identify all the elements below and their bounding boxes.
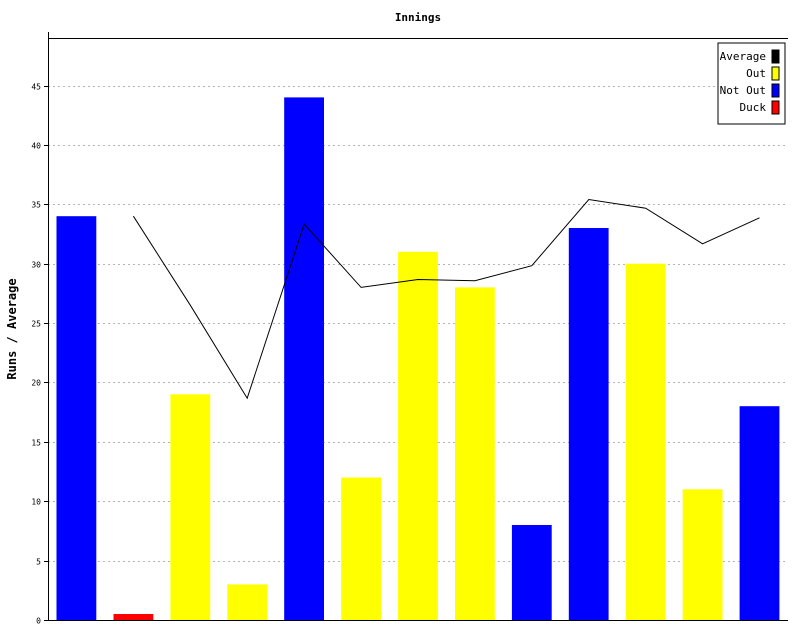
average-line [132,198,760,400]
legend-swatch [771,83,780,98]
bar-not-out [56,216,97,620]
bar-duck [113,614,154,620]
bar-out [682,489,723,620]
chart-title: Innings [395,11,441,24]
y-tick-label: 5 [36,558,41,567]
legend-label: Average [720,50,766,63]
legend-swatch [771,66,780,81]
legend-label: Not Out [720,84,766,97]
y-tick-label: 45 [31,83,41,92]
bar-out [455,287,495,620]
y-tick-label: 10 [31,498,41,507]
legend-swatch [771,100,780,115]
legend-label: Out [746,67,766,80]
legend-label: Duck [740,101,767,114]
bar-out [227,584,268,620]
y-tick-label: 20 [31,379,41,388]
y-tick-label: 35 [31,201,41,210]
y-tick-label: 15 [31,439,41,448]
bar-out [625,263,666,620]
bar-out [170,394,211,620]
bar-not-out [568,228,609,620]
y-tick-label: 25 [31,320,41,329]
y-tick-label: 40 [31,142,41,151]
average-line-layer [132,198,760,400]
legend: Average Out Not Out Duck [717,42,786,125]
bar-not-out [511,525,552,620]
axes [48,32,788,621]
bar-out [341,477,381,620]
y-tick-label: 0 [36,617,41,626]
bar-not-out [739,406,780,620]
y-tick-labels: 0 5 10 15 20 25 30 35 40 45 [31,83,48,626]
bar-out [398,251,438,621]
bar-not-out [284,97,324,620]
bars [56,97,780,621]
y-axis-title: Runs / Average [5,278,19,379]
y-tick-label: 30 [31,261,41,270]
legend-swatch [771,49,780,64]
